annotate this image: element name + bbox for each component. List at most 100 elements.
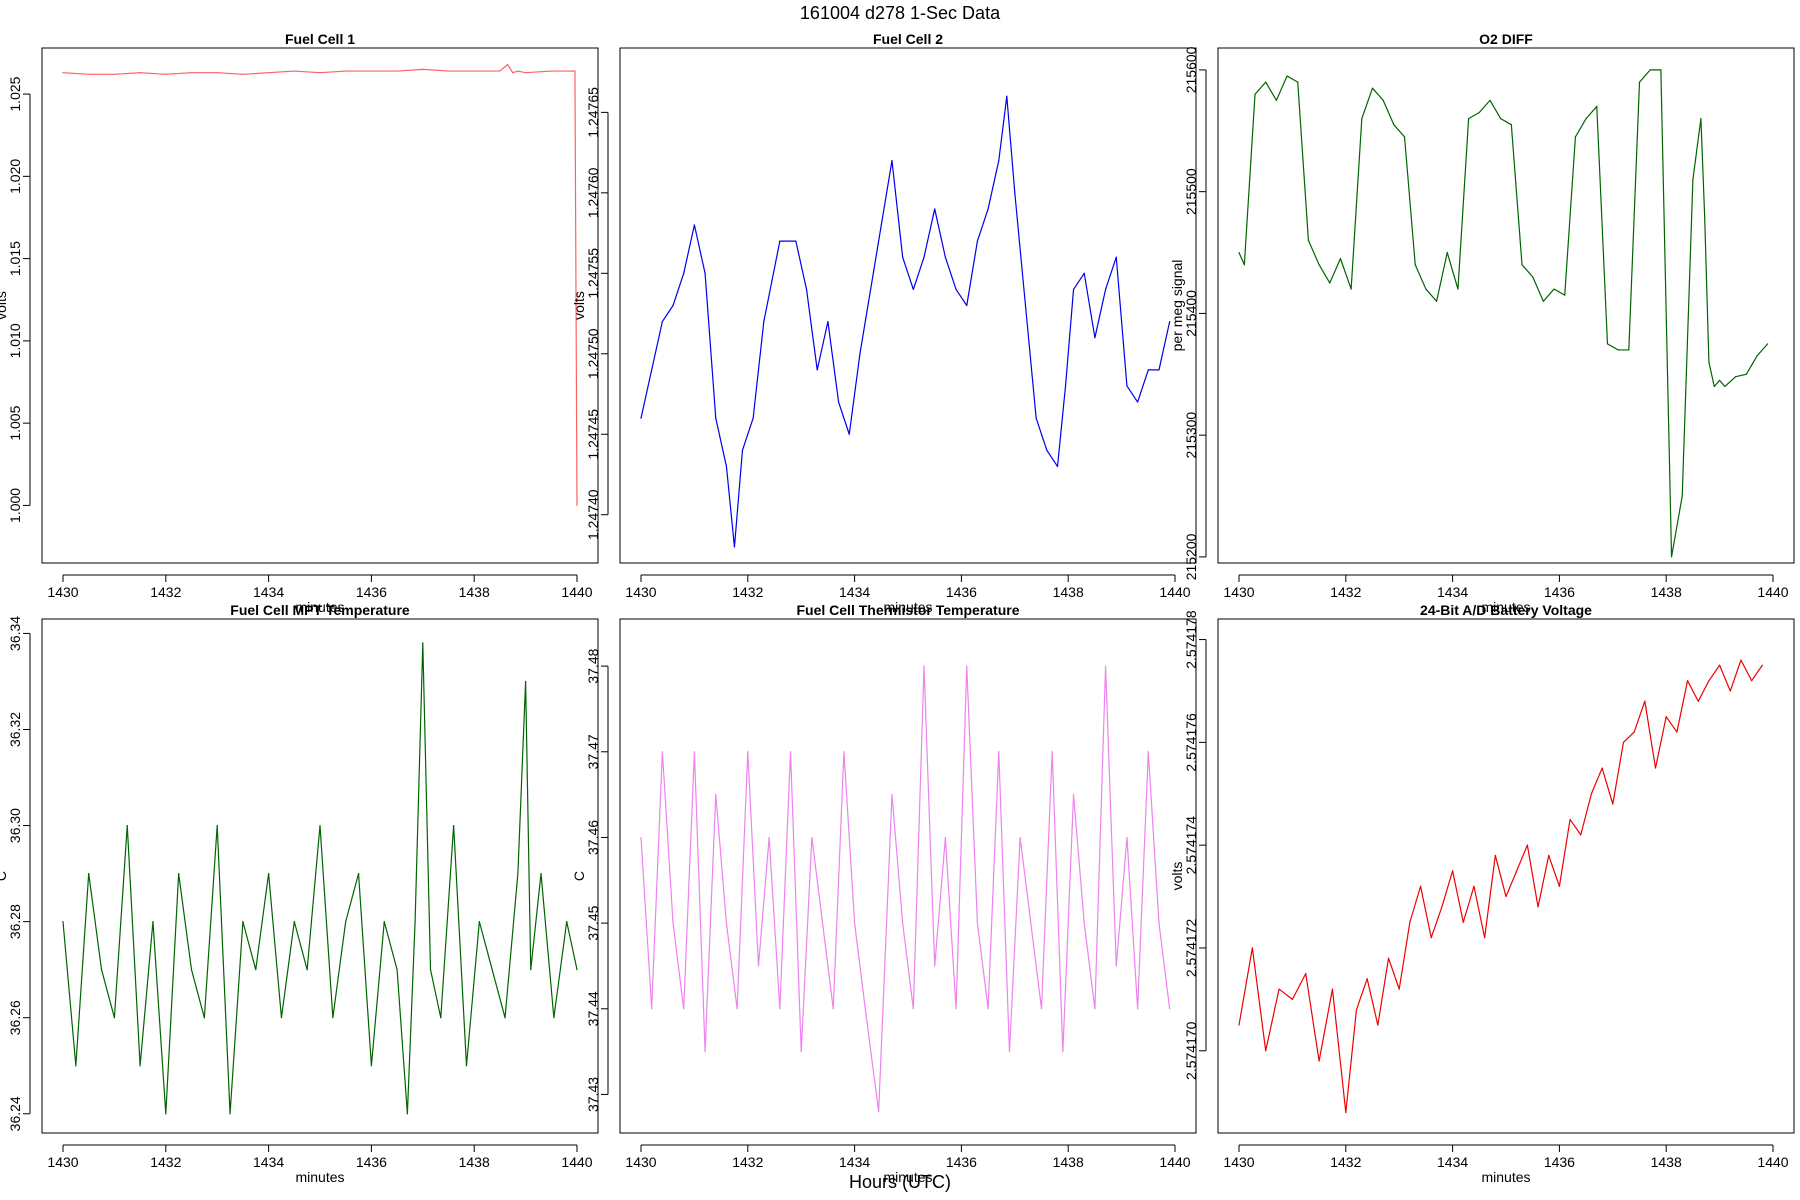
data-point (1606, 343, 1609, 345)
data-point (345, 921, 347, 923)
data-point (553, 1017, 555, 1019)
data-point (576, 504, 578, 507)
data-point (891, 794, 893, 796)
data-point (406, 1113, 408, 1115)
data-point (1735, 376, 1737, 378)
y-tick-label: 215400 (1183, 290, 1199, 337)
data-point (1686, 680, 1689, 682)
data-point (1516, 870, 1518, 872)
data-point (1612, 803, 1614, 805)
data-point (864, 1008, 866, 1010)
data-point (757, 965, 760, 967)
data-point (768, 836, 770, 839)
y-tick-label: 1.020 (7, 159, 23, 194)
data-point (1751, 680, 1753, 682)
data-point (576, 969, 578, 971)
data-point (1649, 69, 1651, 71)
data-point (987, 208, 989, 210)
data-point (1510, 124, 1512, 126)
data-point (1585, 118, 1587, 120)
data-point (779, 1008, 781, 1010)
data-point (517, 873, 519, 875)
data-point (1569, 818, 1571, 821)
data-point (1393, 124, 1395, 126)
data-point (1430, 937, 1432, 939)
data-point (242, 921, 244, 923)
data-point (1286, 75, 1288, 77)
panel-title: Fuel Cell Thermistor Temperature (796, 602, 1019, 618)
data-point (955, 1008, 957, 1010)
x-tick-label: 1434 (253, 584, 284, 600)
data-point (1601, 767, 1603, 769)
data-point (763, 320, 765, 323)
data-point (1553, 288, 1555, 290)
panel-title: Fuel Cell 1 (285, 31, 355, 47)
data-point (966, 665, 968, 667)
data-point (414, 921, 416, 923)
y-tick-label: 2.574170 (1183, 1021, 1199, 1080)
x-tick-label: 1434 (839, 584, 870, 600)
data-point (661, 320, 663, 323)
data-point (854, 922, 856, 924)
data-point (1377, 1024, 1379, 1026)
data-point (319, 824, 321, 827)
plot-frame (1217, 618, 1795, 1134)
data-point (704, 1051, 706, 1053)
data-point (1243, 264, 1245, 266)
data-point (1767, 343, 1769, 345)
y-tick-label: 1.24755 (585, 248, 601, 299)
data-point (540, 873, 542, 875)
data-point (1670, 556, 1673, 558)
data-point (848, 433, 850, 435)
data-point (1403, 136, 1406, 138)
data-point (912, 288, 914, 291)
data-point (640, 836, 642, 839)
data-point (1030, 922, 1032, 924)
data-point (504, 1017, 506, 1019)
y-tick-label: 1.025 (7, 76, 23, 111)
data-point (1046, 449, 1048, 451)
data-point (800, 1051, 802, 1053)
data-point (672, 304, 674, 307)
data-point (1644, 700, 1646, 702)
x-tick-label: 1434 (253, 1154, 284, 1170)
data-point (891, 160, 893, 162)
data-point (190, 72, 193, 74)
data-point (1724, 385, 1726, 388)
plot-frame (41, 47, 599, 564)
data-point (1083, 922, 1085, 924)
data-point (1371, 87, 1374, 89)
y-tick-label: 37.46 (585, 820, 601, 855)
data-point (878, 1110, 880, 1113)
data-point (1756, 355, 1758, 357)
data-point (1473, 885, 1475, 887)
data-point (998, 160, 1000, 162)
series-line (62, 642, 578, 1115)
figure-xlabel: Hours (UTC) (849, 1172, 951, 1192)
y-tick-label: 1.24760 (585, 167, 601, 218)
data-point (1700, 118, 1702, 120)
data-point (1169, 320, 1171, 323)
data-point (640, 417, 642, 419)
data-point (1740, 659, 1742, 661)
y-tick-label: 37.47 (585, 734, 601, 769)
data-point (1318, 264, 1320, 266)
x-tick-label: 1438 (459, 1154, 490, 1170)
data-point (1638, 81, 1641, 83)
y-axis-label: volts (1169, 862, 1185, 891)
data-point (1331, 988, 1334, 990)
data-point (1083, 272, 1085, 274)
y-axis-label: C (571, 871, 587, 881)
data-point (811, 836, 813, 839)
data-point (268, 72, 270, 74)
data-point (1158, 369, 1160, 371)
data-point (779, 240, 781, 242)
panels-group: Fuel Cell 1 1430 1432 1434 1436 1438 1440 minut… (0, 31, 1795, 1185)
data-point (651, 1008, 653, 1010)
data-point (566, 921, 568, 923)
series-line (62, 63, 578, 506)
data-point (422, 642, 424, 644)
data-point (736, 1008, 738, 1010)
x-tick-label: 1436 (946, 584, 977, 600)
data-point (1628, 349, 1630, 351)
